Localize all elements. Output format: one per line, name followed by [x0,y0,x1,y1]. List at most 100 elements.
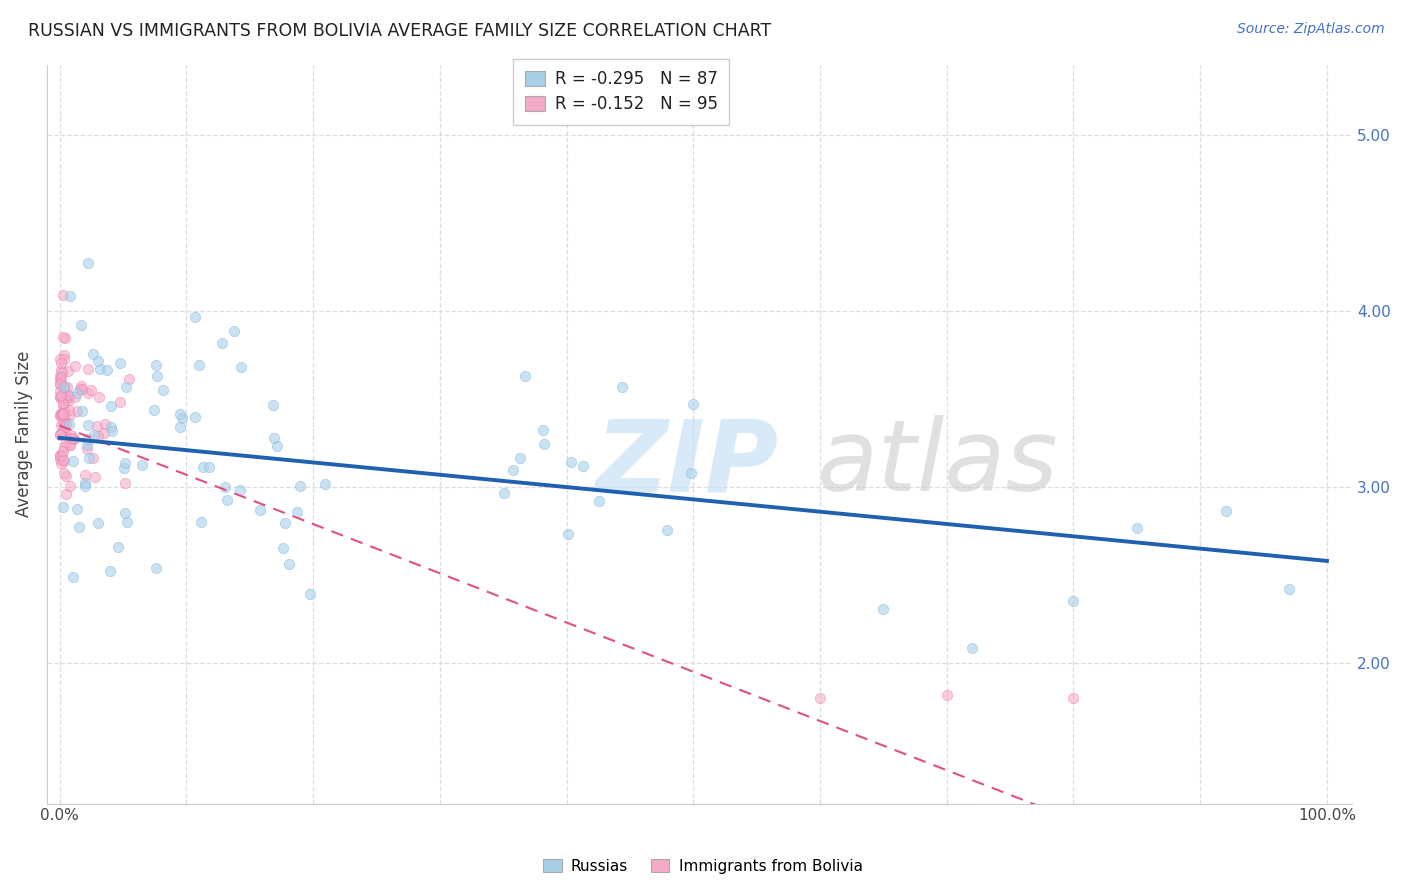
Point [560,455,582,469]
Legend: R = -0.295   N = 87, R = -0.152   N = 95: R = -0.295 N = 87, R = -0.152 N = 95 [513,59,730,125]
Point [143,403,166,417]
Point [65,390,87,404]
Point [56,387,79,401]
Point [96,363,118,377]
Point [51,388,73,402]
Point [67,520,90,534]
Point [52,416,75,430]
Point [249,502,271,516]
Point [49,450,72,464]
Point [217,492,239,507]
Point [72,404,94,418]
Point [314,476,336,491]
Point [960,641,983,656]
Point [76,418,98,433]
Point [48,409,70,423]
Point [76,362,98,376]
Point [681,467,703,481]
Point [229,483,252,497]
Point [108,395,131,409]
Point [93,426,115,441]
Point [58,390,80,404]
Point [169,407,191,421]
Point [808,691,831,706]
Point [77,386,100,401]
Point [55,468,77,483]
Legend: Russias, Immigrants from Bolivia: Russias, Immigrants from Bolivia [537,853,869,880]
Point [59,438,82,452]
Point [49,428,72,442]
Point [51,365,73,379]
Point [285,505,308,519]
Point [277,557,299,571]
Point [49,391,72,405]
Point [49,384,72,399]
Point [59,479,82,493]
Point [48,427,70,442]
Point [53,380,76,394]
Point [49,452,72,467]
Point [52,329,75,343]
Point [100,399,122,413]
Point [60,431,83,445]
Point [515,369,537,384]
Point [53,415,76,429]
Point [76,438,98,452]
Point [509,450,531,465]
Point [114,475,136,490]
Point [1215,503,1237,517]
Point [117,515,139,529]
Point [49,372,72,386]
Point [59,438,82,452]
Point [108,355,131,369]
Point [86,419,108,434]
Point [49,390,72,404]
Point [83,470,105,484]
Point [229,360,252,375]
Point [87,429,110,443]
Point [172,410,194,425]
Point [51,427,73,442]
Point [62,454,84,468]
Point [52,398,75,412]
Text: atlas: atlas [817,416,1059,512]
Point [131,458,153,472]
Point [66,386,89,401]
Point [52,402,75,417]
Point [87,390,110,404]
Point [49,368,72,383]
Point [572,459,595,474]
Point [87,354,110,368]
Point [271,541,294,555]
Point [52,409,75,424]
Point [273,516,295,530]
Point [55,417,77,431]
Point [145,358,167,372]
Point [190,515,212,529]
Point [114,506,136,520]
Point [114,456,136,470]
Point [75,479,97,493]
Point [531,423,554,437]
Point [77,256,100,270]
Point [193,459,215,474]
Point [53,351,76,366]
Point [184,310,207,324]
Point [502,462,524,476]
Point [52,287,75,301]
Point [1062,594,1084,608]
Point [73,475,96,490]
Point [63,432,86,446]
Point [682,397,704,411]
Point [48,377,70,392]
Point [51,457,73,471]
Point [66,502,89,516]
Point [49,376,72,391]
Text: Source: ZipAtlas.com: Source: ZipAtlas.com [1237,22,1385,37]
Point [145,561,167,575]
Point [49,448,72,462]
Point [935,689,957,703]
Point [55,435,77,450]
Point [146,369,169,384]
Point [107,541,129,555]
